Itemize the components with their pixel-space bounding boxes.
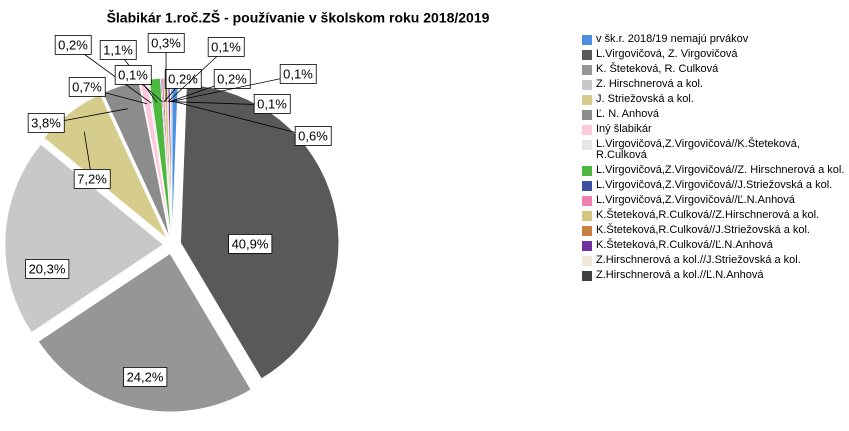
chart: Šlabikár 1.roč.ZŠ - používanie v školsko… <box>4 9 490 413</box>
legend-label: Ľ. N. Anhová <box>596 108 659 120</box>
label-box <box>164 69 202 89</box>
data-label: 0,1% <box>211 39 241 54</box>
legend-label: v šk.r. 2018/19 nemajú prvákov <box>596 33 749 45</box>
legend-item: K.Šteteková,R.Culková//J.Striežovská a k… <box>582 225 847 236</box>
legend-item: Z.Hirschnerová a kol.//J.Striežovská a k… <box>582 255 847 266</box>
label-box <box>25 259 70 279</box>
legend-label: K.Šteteková,R.Culková//J.Striežovská a k… <box>596 224 810 236</box>
label-box <box>114 65 152 85</box>
legend-label: L.Virgovičová,Z.Virgovičová//J.Striežovs… <box>596 179 833 191</box>
label-box <box>123 367 168 387</box>
legend-swatch <box>582 241 592 251</box>
legend-item: Iný šlabikár <box>582 124 847 135</box>
label-box <box>228 234 273 254</box>
legend-item: L.Virgovičová,Z.Virgovičová//J.Striežovs… <box>582 180 847 191</box>
data-label: 0,1% <box>118 67 148 82</box>
label-box <box>54 35 92 55</box>
legend-item: v šk.r. 2018/19 nemajú prvákov <box>582 34 847 45</box>
data-label: 24,2% <box>127 369 164 384</box>
data-label: 0,1% <box>283 66 313 81</box>
legend-item: J. Striežovská a kol. <box>582 94 847 105</box>
pie-slice <box>38 253 252 413</box>
legend-label: K.Šteteková,R.Culková//Ľ.N.Anhová <box>596 239 773 251</box>
legend-swatch <box>582 95 592 105</box>
legend-swatch <box>582 140 592 150</box>
legend-item: K.Šteteková,R.Culková//Z.Hirschnerová a … <box>582 210 847 221</box>
legend-swatch <box>582 110 592 120</box>
data-label: 0,2% <box>217 71 247 86</box>
leader-line <box>170 74 299 103</box>
leader-line <box>167 47 227 103</box>
data-label: 20,3% <box>29 261 66 276</box>
data-label: 1,1% <box>103 42 133 57</box>
legend-label: L.Virgovičová, Z. Virgovičová <box>596 48 738 60</box>
legend: v šk.r. 2018/19 nemajú prvákov L.Virgovič… <box>582 34 847 285</box>
label-box <box>99 40 137 60</box>
legend-label: L.Virgovičová,Z.Virgovičová//K.Šteteková… <box>596 138 800 161</box>
legend-item: Z. Hirschnerová a kol. <box>582 79 847 90</box>
label-box <box>73 169 111 189</box>
legend-item: L.Virgovičová,Z.Virgovičová//K.Šteteková… <box>582 139 847 161</box>
legend-swatch <box>582 35 592 45</box>
legend-swatch <box>582 211 592 221</box>
data-label: 0,2% <box>168 71 198 86</box>
legend-swatch <box>582 271 592 281</box>
legend-swatch <box>582 125 592 135</box>
data-label: 0,1% <box>257 96 287 111</box>
legend-label: K. Šteteková, R. Culková <box>596 63 719 75</box>
label-box <box>147 33 185 53</box>
legend-item: Ľ. N. Anhová <box>582 109 847 120</box>
data-label: 0,2% <box>58 37 88 52</box>
data-label: 40,9% <box>232 236 269 251</box>
legend-label: L.Virgovičová,Z.Virgovičová//Ľ.N.Anhová <box>596 194 795 206</box>
pie-slice <box>4 144 164 333</box>
label-box <box>294 126 332 146</box>
legend-item: K. Šteteková, R. Culková <box>582 64 847 75</box>
label-box <box>253 94 291 114</box>
legend-swatch <box>582 196 592 206</box>
legend-swatch <box>582 166 592 176</box>
data-label: 3,8% <box>31 115 61 130</box>
legend-label: L.Virgovičová,Z.Virgovičová//Z. Hirschne… <box>596 164 845 176</box>
legend-swatch <box>582 181 592 191</box>
data-label: 0,3% <box>151 35 181 50</box>
data-label: 0,6% <box>298 128 328 143</box>
legend-swatch <box>582 50 592 60</box>
legend-swatch <box>582 256 592 266</box>
pie-slice <box>180 84 339 379</box>
legend-label: K.Šteteková,R.Culková//Z.Hirschnerová a … <box>596 209 820 221</box>
data-label: 7,2% <box>77 171 107 186</box>
legend-label: J. Striežovská a kol. <box>596 93 694 105</box>
leader-line <box>72 45 152 104</box>
legend-item: L.Virgovičová,Z.Virgovičová//Z. Hirschne… <box>582 165 847 176</box>
leader-line <box>174 101 314 138</box>
legend-label: Z.Hirschnerová a kol.//Ľ.N.Anhová <box>596 269 764 281</box>
legend-swatch <box>582 80 592 90</box>
label-box <box>68 77 106 97</box>
data-label: 0,7% <box>72 79 102 94</box>
chart-title: Šlabikár 1.roč.ZŠ - používanie v školsko… <box>107 9 490 26</box>
label-box <box>27 113 65 133</box>
legend-swatch <box>582 65 592 75</box>
legend-label: Z. Hirschnerová a kol. <box>596 78 703 90</box>
legend-swatch <box>582 226 592 236</box>
legend-item: L.Virgovičová,Z.Virgovičová//Ľ.N.Anhová <box>582 195 847 206</box>
legend-item: Z.Hirschnerová a kol.//Ľ.N.Anhová <box>582 270 847 281</box>
legend-item: L.Virgovičová, Z. Virgovičová <box>582 49 847 60</box>
legend-item: K.Šteteková,R.Culková//Ľ.N.Anhová <box>582 240 847 251</box>
legend-label: Z.Hirschnerová a kol.//J.Striežovská a k… <box>596 254 801 266</box>
label-box <box>279 64 317 84</box>
legend-label: Iný šlabikár <box>596 123 652 135</box>
label-box <box>207 37 245 57</box>
